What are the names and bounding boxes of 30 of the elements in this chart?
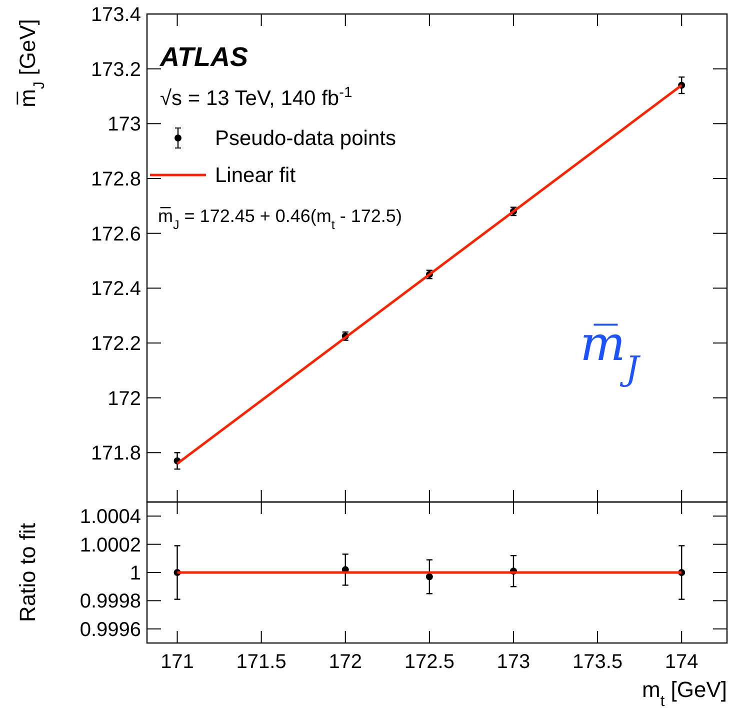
y-tick-label: 0.9998 <box>80 590 141 613</box>
y-tick-label: 172.4 <box>90 278 141 300</box>
x-tick-label: 173.5 <box>572 651 623 673</box>
legend-label: Pseudo-data points <box>215 127 396 150</box>
y-tick-label: 172.6 <box>90 223 141 246</box>
x-tick-label: 172 <box>328 651 362 673</box>
point <box>426 573 433 580</box>
y-tick-label: 172.8 <box>90 168 141 190</box>
x-tick-label: 171.5 <box>236 651 286 673</box>
annotation: m̅$_{J}$ = 172.45 + 0.46(m$_{t}$ - 172.5) <box>158 206 402 232</box>
legend-label: Linear fit <box>215 164 296 187</box>
y-tick-label: 172 <box>108 388 141 410</box>
x-tick-label: 171 <box>160 651 194 673</box>
annotation: m̅$_{J}$ <box>580 316 641 388</box>
y-tick-label: 1 <box>130 562 141 584</box>
x-tick-label: 174 <box>664 651 698 673</box>
y-tick-label: 1.0002 <box>80 534 141 556</box>
y-tick-label: 173 <box>108 114 141 136</box>
y-tick-label: 173.4 <box>90 4 141 26</box>
annotation: √s = 13 TeV, 140 fb$^{-1}$ <box>160 85 352 110</box>
x-axis-title: m$_{t}$ [GeV] <box>642 677 727 710</box>
x-tick-label: 172.5 <box>404 651 454 673</box>
y-tick-label: 173.2 <box>90 58 141 81</box>
y-tick-label: 172.2 <box>90 332 141 355</box>
y-axis-title: Ratio to fit <box>15 522 40 622</box>
x-tick-label: 173 <box>496 651 530 673</box>
annotation: ATLAS <box>159 42 248 72</box>
y-tick-label: 1.0004 <box>80 506 141 528</box>
y-tick-label: 171.8 <box>90 442 141 465</box>
y-tick-label: 0.9996 <box>80 618 141 641</box>
